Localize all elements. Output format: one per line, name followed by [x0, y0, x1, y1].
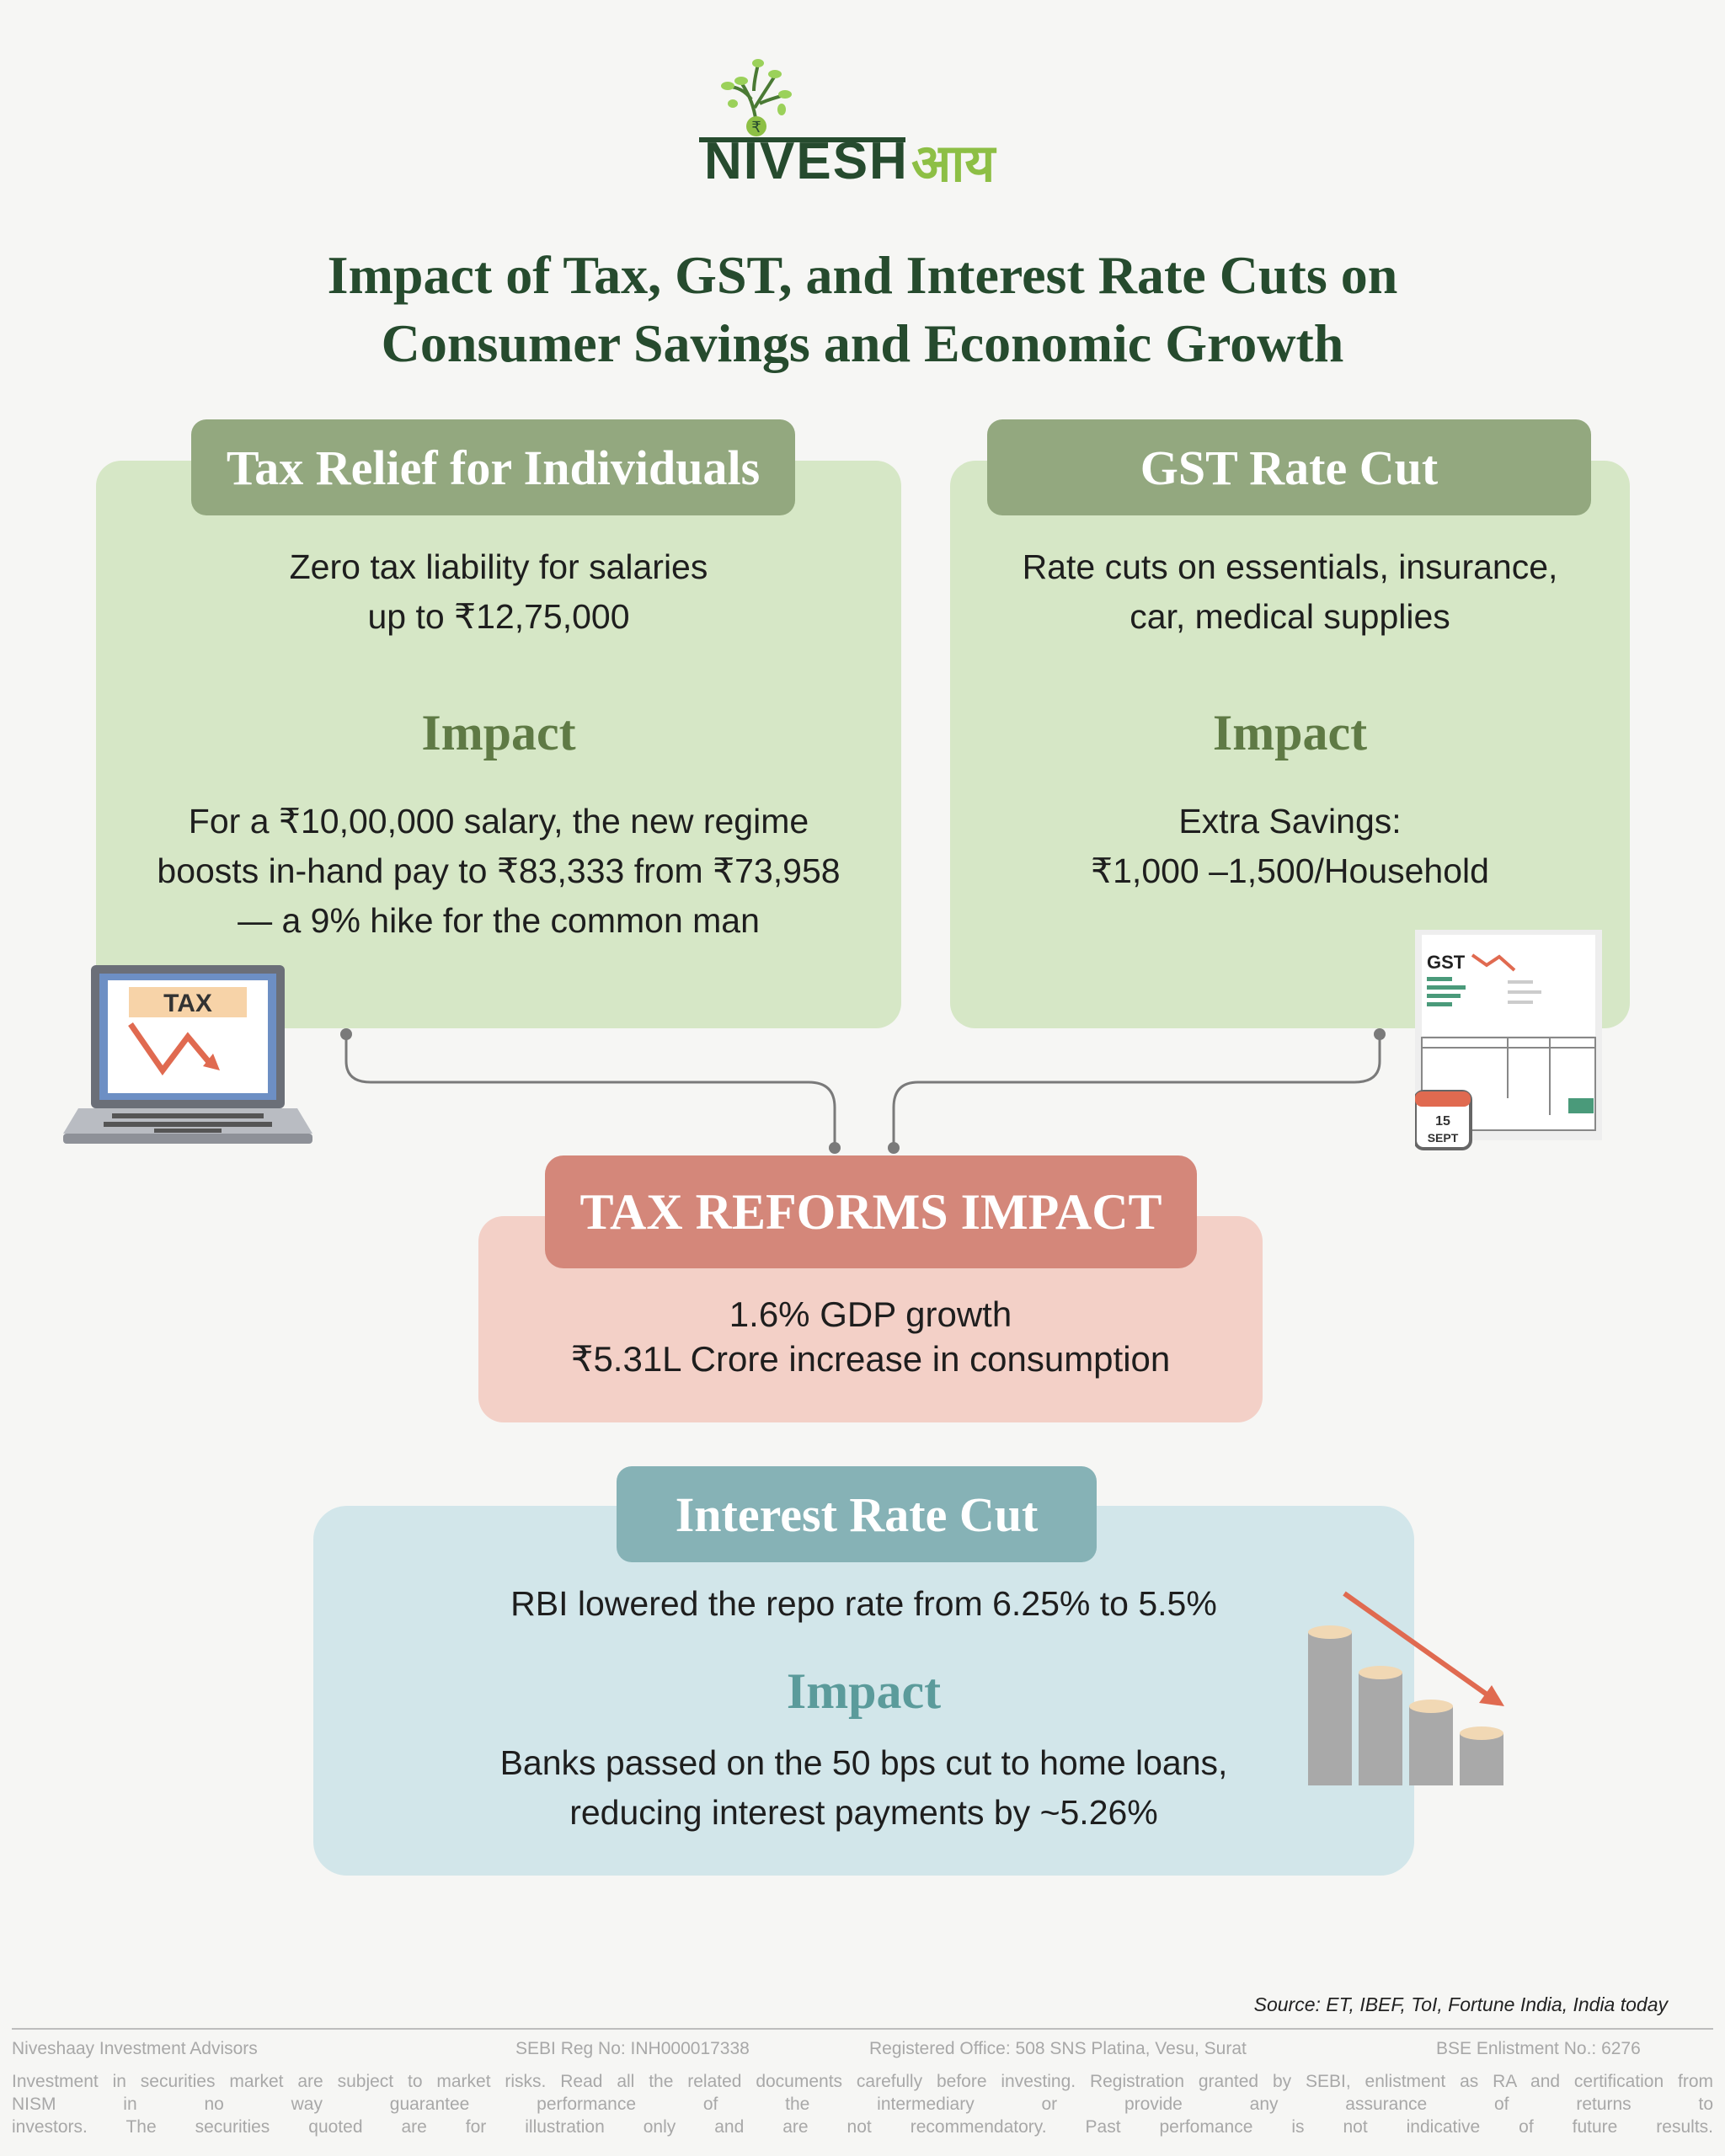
footer-disclaimer: Investment in securities market are subj… — [12, 2072, 1713, 2137]
tax-relief-impact-label: Impact — [421, 705, 576, 760]
footer-divider — [12, 2028, 1713, 2030]
gst-header: GST Rate Cut — [987, 419, 1591, 515]
source-note: Source: ET, IBEF, ToI, Fortune India, In… — [1253, 1993, 1668, 2015]
gst-invoice-icon: GST 15 SEPT — [1415, 930, 1602, 1150]
gst-impact-text: Extra Savings: ₹1,000 –1,500/Household — [1091, 802, 1489, 890]
tax-relief-header: Tax Relief for Individuals — [191, 419, 795, 515]
footer-bse: BSE Enlistment No.: 6276 — [1436, 2039, 1641, 2058]
svg-text:₹: ₹ — [751, 119, 761, 136]
logo: ₹ NIVESH आय — [699, 57, 1028, 193]
svg-text:TAX: TAX — [163, 990, 212, 1017]
gst-impact-label: Impact — [1212, 705, 1368, 760]
interest-card — [313, 1506, 1414, 1876]
svg-text:SEPT: SEPT — [1428, 1131, 1459, 1145]
logo-hindi-text: आय — [911, 135, 996, 193]
interest-impact-label: Impact — [786, 1663, 942, 1719]
reforms-text: 1.6% GDP growth ₹5.31L Crore increase in … — [570, 1294, 1171, 1379]
gst-desc: Rate cuts on essentials, insurance, car, … — [1022, 547, 1558, 636]
tax-relief-impact-text: For a ₹10,00,000 salary, the new regime b… — [157, 802, 841, 940]
tax-relief-card — [96, 461, 901, 1028]
footer-company: Niveshaay Investment Advisors — [12, 2039, 258, 2058]
footer-sebi: SEBI Reg No: INH000017338 — [515, 2039, 750, 2058]
page-title-line1: Impact of Tax, GST, and Interest Rate Cu… — [327, 245, 1398, 305]
connector-lines — [340, 1028, 1386, 1154]
tree-icon: ₹ — [721, 59, 792, 136]
interest-header: Interest Rate Cut — [617, 1466, 1097, 1562]
page-title-line2: Consumer Savings and Economic Growth — [381, 313, 1344, 373]
tax-relief-desc: Zero tax liability for salaries up to ₹12… — [289, 547, 708, 636]
svg-text:GST: GST — [1427, 952, 1466, 973]
reforms-header: TAX REFORMS IMPACT — [545, 1155, 1197, 1268]
svg-text:15: 15 — [1435, 1114, 1450, 1129]
interest-desc: RBI lowered the repo rate from 6.25% to … — [510, 1584, 1217, 1623]
interest-impact-text: Banks passed on the 50 bps cut to home l… — [499, 1743, 1228, 1832]
declining-bars-icon — [1308, 1591, 1504, 1785]
footer-office: Registered Office: 508 SNS Platina, Vesu… — [869, 2039, 1247, 2058]
logo-text: NIVESH — [704, 132, 909, 190]
laptop-tax-icon: TAX — [63, 965, 312, 1144]
